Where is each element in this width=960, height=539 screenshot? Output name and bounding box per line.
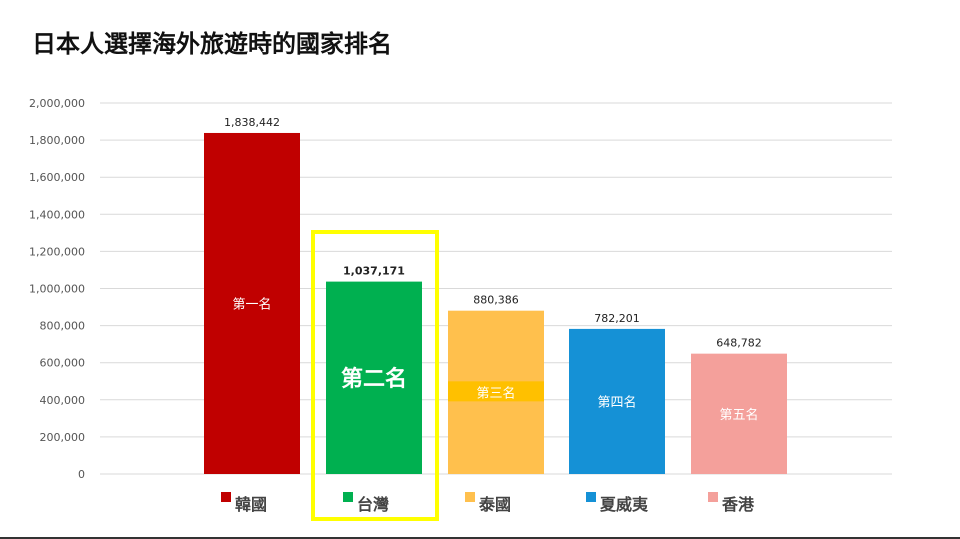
data-label: 1,838,442 (224, 116, 280, 129)
y-tick-label: 600,000 (40, 357, 86, 370)
legend-label: 泰國 (478, 495, 511, 514)
y-tick-label: 1,200,000 (29, 245, 85, 258)
legend-label: 台灣 (357, 495, 389, 514)
rank-label: 第三名 (476, 385, 515, 401)
bar-4 (569, 328, 665, 474)
y-tick-label: 1,600,000 (29, 171, 85, 184)
rank-label: 第一名 (232, 296, 271, 312)
chart-title: 日本人選擇海外旅遊時的國家排名 (32, 30, 392, 58)
y-tick-label: 2,000,000 (29, 97, 85, 110)
legend-label: 夏威夷 (599, 495, 649, 514)
y-tick-label: 800,000 (40, 320, 86, 333)
data-label: 782,201 (594, 312, 640, 325)
data-label: 880,386 (473, 294, 519, 307)
rank-label: 第二名 (341, 366, 407, 392)
legend-swatch (708, 492, 718, 502)
y-tick-label: 400,000 (40, 394, 86, 407)
bar-1 (204, 132, 300, 475)
y-tick-label: 1,400,000 (29, 208, 85, 221)
legend-swatch (586, 492, 596, 502)
y-tick-label: 0 (78, 468, 85, 481)
y-tick-label: 200,000 (40, 431, 86, 444)
y-tick-label: 1,800,000 (29, 134, 85, 147)
legend-label: 香港 (721, 495, 755, 514)
data-label: 648,782 (716, 337, 762, 350)
data-label: 1,037,171 (343, 265, 405, 278)
bar-5 (691, 353, 787, 474)
legend-swatch (465, 492, 475, 502)
legend-label: 韓國 (235, 495, 267, 514)
bar-2 (326, 281, 422, 474)
bottom-border (0, 537, 960, 539)
highlight-box (311, 230, 439, 521)
rank-label-highlight (448, 381, 544, 402)
rank-label: 第四名 (597, 394, 636, 410)
rank-label: 第五名 (719, 407, 758, 423)
y-tick-label: 1,000,000 (29, 283, 85, 296)
legend-swatch (343, 492, 353, 502)
legend-swatch (221, 492, 231, 502)
